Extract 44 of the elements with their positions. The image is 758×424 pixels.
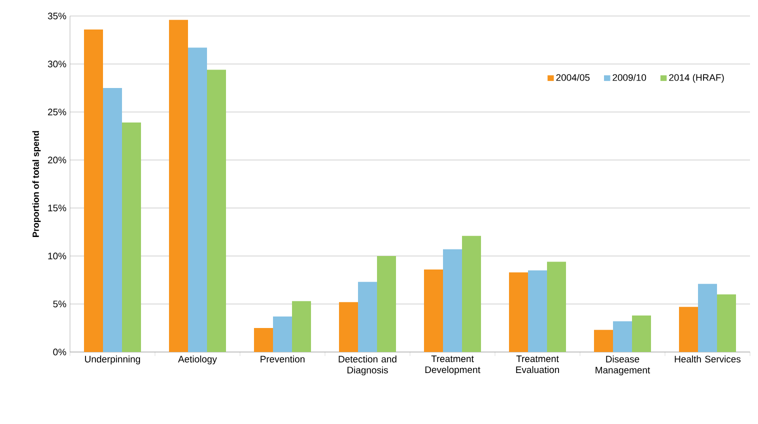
bar [358, 282, 378, 352]
bar [273, 316, 292, 352]
bar [443, 249, 462, 352]
y-tick-label: 20% [48, 156, 66, 164]
x-tick-label: Underpinning [85, 356, 140, 364]
bar [292, 301, 312, 352]
y-axis-title: Proportion of total spend [32, 131, 41, 237]
legend-label: 2004/05 [556, 74, 590, 81]
bar [509, 272, 528, 352]
x-tick-label: Treatment Development [425, 356, 480, 375]
y-tick-label: 25% [48, 108, 66, 116]
bar [698, 284, 718, 352]
bar [188, 48, 207, 352]
y-tick-label: 5% [53, 300, 66, 308]
bar [594, 330, 614, 352]
bar [84, 29, 103, 352]
y-tick-label: 30% [48, 60, 66, 68]
bar [207, 70, 226, 352]
bar [122, 122, 141, 352]
y-tick-label: 35% [48, 12, 66, 20]
bar [169, 20, 188, 352]
legend-label: 2009/10 [612, 74, 646, 81]
bar [377, 256, 396, 352]
bar [547, 262, 566, 352]
bar [528, 270, 548, 352]
bar [424, 269, 444, 352]
bar [613, 321, 632, 352]
y-tick-label: 0% [53, 348, 66, 356]
y-tick-label: 10% [48, 252, 66, 260]
bar [679, 306, 698, 352]
x-tick-label: Aetiology [178, 356, 217, 364]
bar [103, 88, 122, 352]
bar [339, 302, 358, 352]
bar [717, 294, 736, 352]
bar [462, 236, 482, 352]
x-tick-label: Disease Management [596, 356, 650, 376]
legend-label: 2014 (HRAF) [669, 74, 724, 83]
x-tick-label: Detection and Diagnosis [338, 356, 396, 376]
y-tick-label: 15% [48, 204, 66, 212]
bar [632, 316, 652, 352]
x-tick-label: Health Services [674, 356, 741, 362]
x-tick-label: Treatment Evaluation [516, 356, 559, 374]
bar [254, 328, 273, 352]
x-tick-label: Prevention [260, 356, 305, 362]
